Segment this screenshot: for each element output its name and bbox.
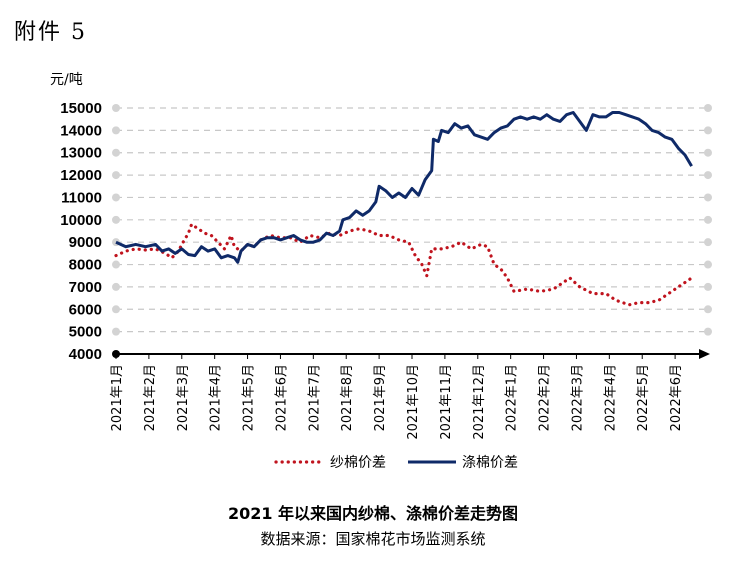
y-tick-label: 7000	[69, 279, 102, 296]
y-axis-label: 元/吨	[50, 72, 83, 88]
gridline-end-marker	[704, 260, 712, 269]
gridline-end-marker	[704, 171, 712, 180]
x-tick-label: 2021年12月	[472, 364, 487, 440]
gridline-end-marker	[704, 327, 712, 336]
y-tick-label: 14000	[60, 122, 102, 139]
y-tick-label: 9000	[69, 234, 102, 251]
series-line-poly-cotton	[115, 111, 693, 264]
legend-label: 涤棉价差	[462, 454, 518, 471]
attachment-label: 附件 5	[14, 20, 87, 45]
gridline-end-marker	[112, 215, 120, 224]
x-tick-label: 2021年4月	[209, 364, 224, 431]
chart-title: 2021 年以来国内纱棉、涤棉价差走势图	[227, 504, 519, 523]
chart-source: 数据来源：国家棉花市场监测系统	[260, 530, 486, 548]
x-tick-label: 2021年5月	[242, 364, 257, 431]
y-tick-label: 11000	[61, 189, 102, 206]
x-tick-label: 2022年6月	[669, 364, 684, 431]
y-tick-label: 13000	[60, 145, 102, 162]
gridline-end-marker	[704, 305, 712, 314]
y-tick-label: 4000	[69, 346, 102, 363]
x-tick-label: 2022年2月	[538, 364, 553, 431]
y-tick-label: 5000	[69, 324, 102, 341]
x-tick-label: 2022年4月	[603, 364, 618, 431]
x-tick-label: 2021年3月	[176, 364, 191, 431]
gridline-end-marker	[112, 126, 120, 135]
gridline-end-marker	[112, 282, 120, 291]
gridline-end-marker	[704, 148, 712, 157]
gridline-end-marker	[704, 238, 712, 247]
x-tick-label: 2022年1月	[505, 364, 520, 431]
y-tick-label: 10000	[60, 212, 102, 229]
x-tick-label: 2021年8月	[340, 364, 355, 431]
gridline-end-marker	[112, 171, 120, 180]
x-tick-label: 2021年1月	[110, 364, 125, 431]
gridline-end-marker	[704, 193, 712, 202]
gridline-end-marker	[704, 282, 712, 291]
y-tick-label: 12000	[60, 167, 102, 184]
gridline-end-marker	[704, 215, 712, 224]
x-tick-label: 2021年9月	[373, 364, 388, 431]
gridline-end-marker	[112, 104, 120, 112]
x-tick-label: 2022年3月	[570, 364, 585, 431]
x-tick-label: 2021年11月	[439, 364, 454, 440]
chart: 元/吨 4000 5000 6000 7000 8000 9000 10000 11000 120…	[50, 72, 712, 471]
y-tick-label: 15000	[60, 100, 102, 117]
gridline-end-marker	[112, 260, 120, 269]
legend-label: 纱棉价差	[330, 454, 386, 471]
y-tick-label: 6000	[69, 301, 102, 318]
x-tick-label: 2021年7月	[307, 364, 322, 431]
y-tick-label: 8000	[69, 257, 102, 274]
gridline-end-marker	[112, 305, 120, 314]
x-tick-label: 2021年2月	[143, 364, 158, 431]
gridline-end-marker	[112, 327, 120, 336]
gridline-end-marker	[112, 193, 120, 202]
gridline-end-marker	[704, 104, 712, 112]
gridline-end-marker	[704, 126, 712, 135]
x-tick-label: 2021年10月	[406, 364, 421, 440]
x-tick-label: 2021年6月	[274, 364, 289, 431]
x-tick-label: 2022年5月	[636, 364, 651, 431]
gridline-end-marker	[112, 148, 120, 157]
x-axis-arrow	[699, 349, 710, 359]
series-line-yarn-cotton	[114, 221, 694, 307]
